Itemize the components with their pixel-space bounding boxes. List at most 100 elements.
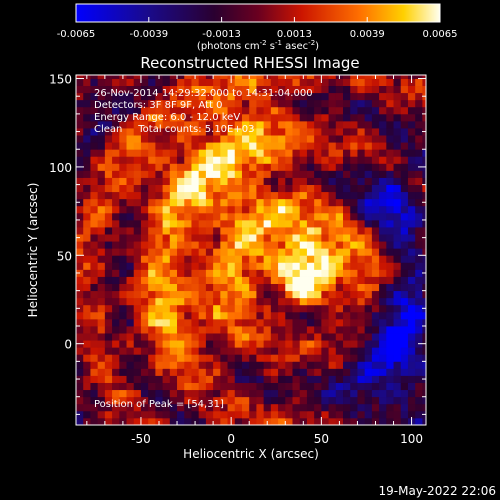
heatmap-cell bbox=[126, 269, 135, 277]
heatmap-cell bbox=[83, 128, 91, 136]
heatmap-cell bbox=[285, 113, 293, 122]
heatmap-cell bbox=[119, 304, 127, 313]
heatmap-cell bbox=[343, 234, 351, 242]
heatmap-cell bbox=[364, 142, 373, 150]
heatmap-cell bbox=[140, 120, 149, 129]
heatmap-cell bbox=[83, 241, 91, 249]
heatmap-cell bbox=[112, 403, 120, 412]
heatmap-cell bbox=[177, 389, 185, 398]
heatmap-cell bbox=[220, 361, 228, 369]
heatmap-cell bbox=[350, 227, 358, 235]
heatmap-cell bbox=[379, 241, 387, 249]
heatmap-cell bbox=[184, 326, 192, 334]
heatmap-cell bbox=[415, 255, 423, 263]
heatmap-cell bbox=[119, 92, 127, 101]
heatmap-cell bbox=[400, 311, 409, 320]
heatmap-cell bbox=[155, 389, 163, 398]
heatmap-cell bbox=[415, 375, 423, 383]
heatmap-cell bbox=[415, 156, 423, 164]
heatmap-cell bbox=[328, 382, 337, 391]
heatmap-cell bbox=[393, 290, 402, 299]
heatmap-cell bbox=[285, 276, 293, 284]
heatmap-cell bbox=[227, 304, 236, 313]
heatmap-cell bbox=[112, 255, 120, 263]
heatmap-cell bbox=[76, 403, 84, 412]
heatmap-cell bbox=[335, 85, 344, 94]
heatmap-cell bbox=[379, 304, 387, 313]
heatmap-cell bbox=[220, 318, 228, 327]
heatmap-cell bbox=[299, 177, 308, 185]
heatmap-cell bbox=[234, 318, 243, 327]
heatmap-cell bbox=[249, 361, 257, 369]
heatmap-cell bbox=[371, 410, 380, 419]
heatmap-cell bbox=[357, 177, 366, 185]
heatmap-cell bbox=[220, 120, 228, 129]
heatmap-cell bbox=[148, 234, 156, 242]
heatmap-cell bbox=[76, 290, 84, 299]
heatmap-cell bbox=[126, 156, 135, 164]
heatmap-cell bbox=[184, 375, 192, 383]
heatmap-cell bbox=[270, 361, 279, 369]
heatmap-cell bbox=[126, 255, 135, 263]
heatmap-cell bbox=[177, 75, 185, 79]
heatmap-cell bbox=[393, 248, 402, 256]
heatmap-cell bbox=[306, 78, 315, 87]
heatmap-cell bbox=[133, 156, 142, 164]
heatmap-cell bbox=[90, 198, 99, 207]
heatmap-cell bbox=[249, 375, 257, 383]
heatmap-cell bbox=[407, 212, 416, 221]
heatmap-cell bbox=[292, 403, 301, 412]
heatmap-cell bbox=[198, 340, 207, 348]
heatmap-cell bbox=[364, 290, 373, 299]
heatmap-cell bbox=[299, 135, 308, 143]
heatmap-cell bbox=[162, 205, 171, 214]
heatmap-cell bbox=[371, 241, 380, 249]
colorbar-ticks: -0.0065 -0.0039 -0.0013 0.0013 0.0039 0.0065 bbox=[57, 3, 458, 40]
heatmap-cell bbox=[278, 227, 286, 235]
heatmap-cell bbox=[379, 205, 387, 214]
heatmap-cell bbox=[270, 191, 279, 200]
heatmap-cell bbox=[148, 283, 156, 292]
heatmap-cell bbox=[386, 297, 394, 306]
heatmap-cell bbox=[343, 85, 351, 94]
heatmap-cell bbox=[184, 262, 192, 270]
heatmap-cell bbox=[343, 361, 351, 369]
heatmap-cell bbox=[407, 262, 416, 270]
heatmap-cell bbox=[321, 340, 329, 348]
heatmap-cell bbox=[97, 128, 106, 136]
heatmap-cell bbox=[104, 354, 113, 362]
heatmap-cell bbox=[162, 375, 171, 383]
heatmap-cell bbox=[364, 297, 373, 306]
heatmap-cell bbox=[220, 142, 228, 150]
heatmap-cell bbox=[155, 326, 163, 334]
heatmap-cell bbox=[148, 382, 156, 391]
heatmap-cell bbox=[422, 354, 426, 362]
heatmap-cell bbox=[148, 75, 156, 79]
heatmap-cell bbox=[263, 120, 272, 129]
heatmap-cell bbox=[133, 184, 142, 193]
heatmap-cell bbox=[306, 297, 315, 306]
heatmap-cell bbox=[379, 396, 387, 405]
heatmap-cell bbox=[198, 106, 207, 115]
heatmap-cell bbox=[371, 184, 380, 193]
heatmap-cell bbox=[321, 85, 329, 94]
heatmap-cell bbox=[379, 177, 387, 185]
heatmap-cell bbox=[97, 333, 106, 341]
heatmap-cell bbox=[205, 396, 214, 405]
heatmap-cell bbox=[357, 120, 366, 129]
heatmap-cell bbox=[169, 227, 178, 235]
heatmap-cell bbox=[285, 120, 293, 129]
heatmap-cell bbox=[155, 382, 163, 391]
heatmap-cell bbox=[379, 276, 387, 284]
heatmap-cell bbox=[278, 347, 286, 355]
heatmap-cell bbox=[148, 241, 156, 249]
heatmap-cell bbox=[169, 410, 178, 419]
heatmap-cell bbox=[184, 283, 192, 292]
heatmap-cell bbox=[213, 156, 221, 164]
heatmap-cell bbox=[191, 227, 200, 235]
heatmap-cell bbox=[299, 99, 308, 108]
heatmap-cell bbox=[140, 318, 149, 327]
heatmap-cell bbox=[263, 269, 272, 277]
info-annotations: 26-Nov-2014 14:29:32.000 to 14:31:04.000… bbox=[94, 88, 313, 135]
